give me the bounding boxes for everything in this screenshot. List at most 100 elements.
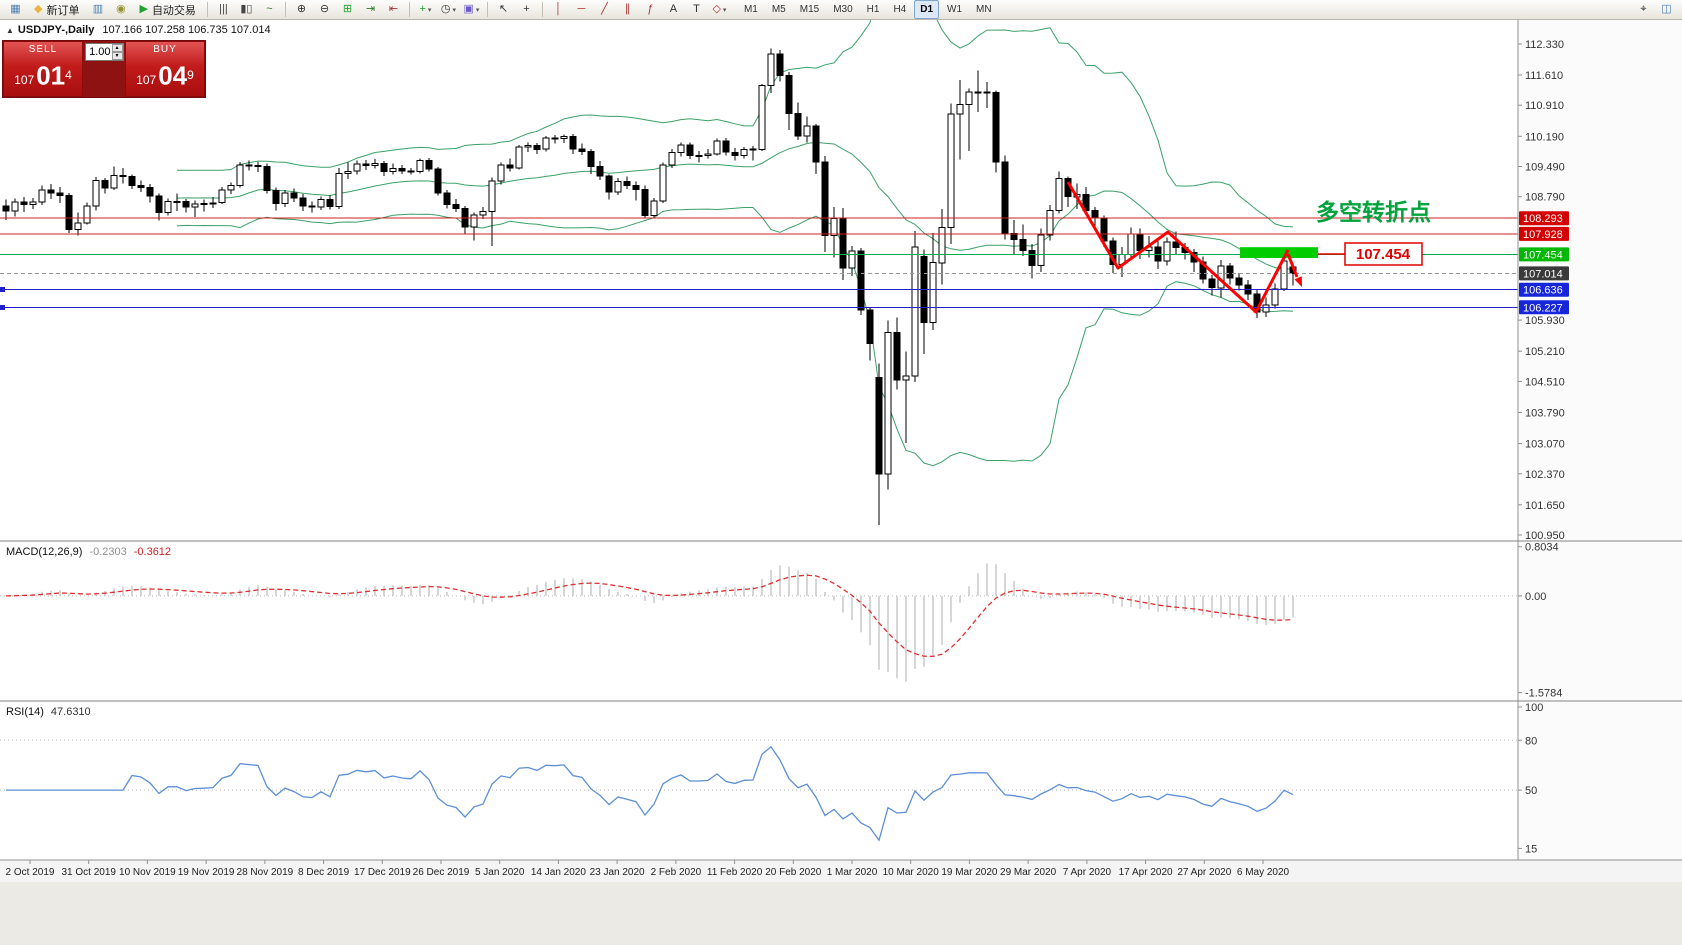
crosshair-pointer-icon[interactable]: ⌖ [1633, 0, 1654, 19]
volume-down-button[interactable]: ▾ [111, 52, 123, 60]
zoom-in-icon[interactable]: ⊕ [291, 0, 312, 19]
equidistant-channel-icon: ∥ [624, 3, 631, 15]
indicators-icon[interactable]: + ▾ [415, 0, 436, 19]
volume-up-button[interactable]: ▴ [111, 44, 123, 52]
tile-windows-icon[interactable]: ⊞ [337, 0, 358, 19]
price-tag [1519, 300, 1569, 315]
text-tool-icon[interactable]: A [663, 0, 684, 19]
candlestick-chart-icon[interactable]: ▮▯ [236, 0, 257, 19]
arrows-tool-icon[interactable]: ◇ ▾ [709, 0, 730, 19]
crosshair-icon: + [523, 3, 530, 15]
dropdown-arrow-icon[interactable]: ▾ [452, 6, 456, 14]
time-axis-label: 17 Dec 2019 [354, 867, 411, 878]
price-tag [1519, 266, 1569, 281]
bar-chart-icon[interactable]: ||| [213, 0, 234, 19]
green-zone-rect[interactable] [1240, 247, 1318, 258]
auto-scroll-icon[interactable]: ⇥ [360, 0, 381, 19]
chart-shift-icon[interactable]: ⇤ [383, 0, 404, 19]
price-axis-label: 105.930 [1525, 315, 1565, 327]
zoom-out-icon[interactable]: ⊖ [314, 0, 335, 19]
autotrading-button[interactable]: ▶ 自动交易 [133, 0, 201, 19]
buy-button[interactable]: BUY 107049 [125, 41, 205, 97]
toolbar-separator [486, 2, 488, 17]
rsi-scale-labels: 100 80 50 15 [1518, 702, 1543, 855]
bollinger-middle-band [176, 141, 1294, 270]
new-chart-icon[interactable]: ▦ [5, 0, 26, 19]
line-chart-icon[interactable]: ~ [259, 0, 280, 19]
price-axis-label: 111.610 [1525, 70, 1563, 82]
price-tag-value: 106.227 [1523, 302, 1563, 314]
auto-scroll-icon: ⇥ [365, 3, 376, 15]
cursor-icon[interactable]: ↖ [493, 0, 514, 19]
volume-input[interactable] [85, 44, 112, 60]
price-tag [1519, 247, 1569, 262]
pane-separator[interactable] [0, 540, 1682, 542]
one-click-trading-panel: SELL 107014 ▴ ▾ BUY 107049 [2, 40, 206, 98]
price-axis-area[interactable] [1518, 20, 1682, 860]
timeframe-m30-button[interactable]: M30 [833, 4, 853, 15]
timeframe-m5-button[interactable]: M5 [771, 4, 786, 15]
market-watch-icon[interactable]: ▥ [87, 0, 108, 19]
timeframe-h4-button[interactable]: H4 [893, 4, 907, 15]
zigzag-annotation[interactable] [1066, 181, 1290, 314]
timeframe-h1-button[interactable]: H1 [866, 4, 880, 15]
horizontal-line-icon[interactable]: ─ [571, 0, 592, 19]
toolbar-separator [408, 2, 410, 17]
timeframe-w1-button[interactable]: W1 [947, 4, 963, 15]
dropdown-arrow-icon[interactable]: ▾ [722, 6, 727, 14]
tile-windows-icon: ⊞ [342, 3, 353, 15]
price-tag-value: 107.454 [1523, 249, 1563, 261]
timeframe-m1-button[interactable]: M1 [743, 4, 758, 15]
collapse-panel-icon[interactable]: ▲ [6, 26, 14, 35]
price-callout-box[interactable] [1344, 242, 1423, 266]
pivot-annotation-text: 多空转折点 [1316, 199, 1431, 225]
new-order-button[interactable]: ◆ 新订单 [28, 0, 85, 19]
timeframe-d1-button[interactable]: D1 [914, 0, 940, 19]
vertical-line-icon[interactable]: │ [548, 0, 569, 19]
macd-indicator-label: MACD(12,26,9) -0.2303 -0.3612 [6, 546, 172, 558]
bar-chart-icon: ||| [219, 3, 228, 15]
svg-text:80: 80 [1525, 735, 1537, 747]
periods-icon[interactable]: ◷ ▾ [438, 0, 459, 19]
zoom-in-icon: ⊕ [296, 3, 307, 15]
line-chart-icon: ~ [266, 3, 273, 15]
sell-label: SELL [28, 44, 58, 55]
trendline-icon[interactable]: ╱ [594, 0, 615, 19]
metaeditor-icon[interactable]: ◉ [110, 0, 131, 19]
sell-button[interactable]: SELL 107014 [3, 41, 83, 97]
price-axis-label: 108.790 [1525, 192, 1565, 204]
equidistant-channel-icon[interactable]: ∥ [617, 0, 638, 19]
chart-title-bar: ▲ USDJPY-,Daily 107.166 107.258 106.735 10… [6, 24, 271, 36]
price-axis-label: 103.070 [1525, 439, 1565, 451]
svg-text:100: 100 [1525, 702, 1543, 714]
chart-window-icon[interactable]: ◫ [1656, 0, 1677, 19]
svg-text:0.8034: 0.8034 [1525, 542, 1559, 554]
chart-shift-icon: ⇤ [388, 3, 399, 15]
crosshair-icon[interactable]: + [516, 0, 537, 19]
price-axis-label: 104.510 [1525, 376, 1565, 388]
time-axis-area[interactable] [0, 860, 1682, 882]
bollinger-bands [176, 20, 1294, 467]
pane-separator[interactable] [0, 700, 1682, 702]
price-axis-label: 105.210 [1525, 346, 1565, 358]
new-chart-icon: ▦ [10, 3, 21, 15]
price-axis-label: 109.490 [1525, 162, 1565, 174]
text-label-icon[interactable]: T [686, 0, 707, 19]
symbol-period-label: USDJPY-,Daily [17, 24, 95, 36]
dropdown-arrow-icon[interactable]: ▾ [475, 6, 480, 14]
timeframe-mn-button[interactable]: MN [976, 4, 992, 15]
line-anchor-marker[interactable] [0, 287, 5, 293]
price-tag-value: 108.293 [1523, 213, 1563, 225]
timeframe-m15-button[interactable]: M15 [799, 4, 820, 15]
time-axis-label: 8 Dec 2019 [298, 867, 350, 878]
sell-arrow[interactable] [1286, 253, 1299, 278]
dropdown-arrow-icon[interactable]: ▾ [427, 6, 432, 14]
fibonacci-icon[interactable]: ƒ [640, 0, 661, 19]
line-anchor-marker[interactable] [0, 304, 5, 310]
templates-icon[interactable]: ▣ ▾ [461, 0, 482, 19]
bollinger-lower-band [176, 207, 1294, 467]
time-axis-label: 20 Feb 2020 [765, 867, 822, 878]
price-axis-label: 103.790 [1525, 408, 1565, 420]
autotrading-button-label: 自动交易 [151, 4, 196, 17]
